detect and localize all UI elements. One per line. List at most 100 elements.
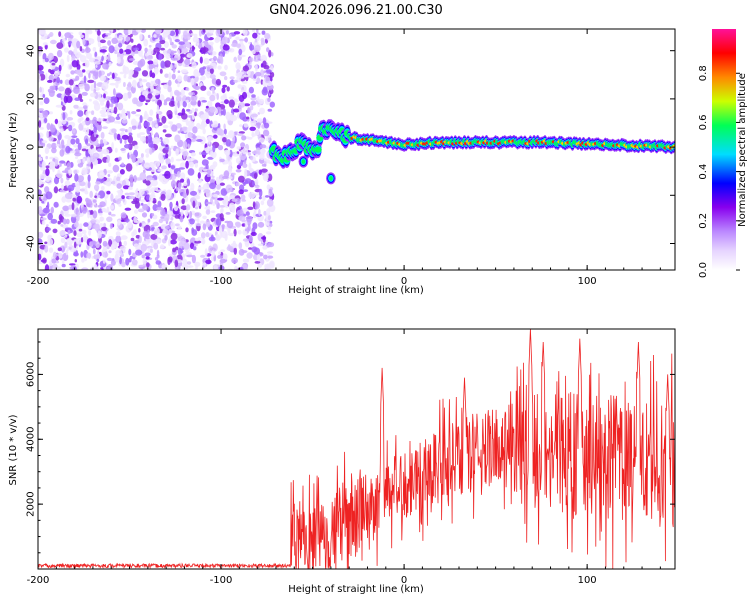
noise-speck [90,123,93,130]
noise-speck [190,75,195,79]
noise-speck [194,240,202,244]
noise-speck [124,144,131,149]
noise-speck [201,100,207,103]
noise-speck [138,235,142,244]
noise-speck [78,223,83,228]
noise-speck [176,114,181,119]
noise-speck [180,205,188,211]
noise-speck [224,64,228,71]
noise-speck [239,38,245,42]
noise-speck [247,206,254,210]
noise-speck [174,39,180,43]
noise-speck [145,82,151,88]
noise-speck [61,259,65,265]
noise-speck [78,228,83,232]
noise-speck [145,53,149,57]
noise-speck [267,97,271,102]
noise-speck [44,264,50,270]
noise-speck [62,205,70,212]
noise-speck [153,160,161,168]
noise-speck [267,173,273,182]
noise-speck [74,148,80,155]
noise-speck [106,245,110,250]
noise-speck [61,196,67,203]
noise-speck [270,71,275,78]
noise-speck [76,214,80,222]
signal-blob [301,159,306,164]
noise-speck [132,61,139,65]
noise-speck [180,209,184,217]
noise-speck [215,217,222,226]
noise-speck [41,200,45,204]
noise-speck [177,100,180,109]
noise-speck [218,205,226,208]
noise-speck [82,38,86,46]
noise-speck [250,96,257,101]
noise-speck [247,107,251,114]
noise-speck [45,191,53,200]
noise-speck [178,167,185,170]
noise-speck [221,224,225,232]
noise-speck [236,133,244,137]
noise-speck [65,145,71,154]
snr-frame [37,328,676,570]
noise-speck [162,125,169,129]
noise-speck [102,126,108,129]
noise-speck [248,41,251,45]
noise-speck [89,155,96,163]
noise-speck [48,247,54,253]
noise-speck [101,45,108,50]
noise-speck [129,180,134,188]
noise-speck [139,222,142,227]
noise-speck [153,34,157,38]
noise-speck [82,127,88,132]
noise-speck [141,79,147,83]
noise-speck [94,204,98,208]
x-tick-label: 100 [578,276,597,287]
noise-speck [107,174,111,177]
noise-speck [177,112,183,116]
noise-speck [110,29,114,34]
noise-speck [56,49,63,58]
noise-speck [123,74,127,79]
noise-speck [86,156,91,163]
noise-speck [101,29,108,32]
noise-speck [220,230,228,239]
noise-speck [192,36,199,43]
noise-speck [106,73,111,77]
noise-speck [205,118,210,124]
noise-speck [238,131,245,134]
noise-speck [94,223,100,232]
noise-speck [169,37,172,44]
noise-speck [67,184,75,192]
snr-content [38,329,675,569]
noise-speck [242,81,248,84]
noise-speck [85,138,89,145]
noise-speck [168,79,172,87]
noise-speck [195,264,198,270]
noise-speck [139,33,143,41]
noise-speck [235,157,241,164]
noise-speck [175,223,180,227]
y-tick-label: -40 [26,235,37,251]
noise-speck [255,54,261,59]
noise-speck [185,204,191,211]
noise-speck [168,100,176,107]
noise-speck [135,234,141,239]
noise-speck [244,178,252,184]
noise-speck [118,42,123,48]
noise-speck [204,248,208,257]
noise-speck [222,50,225,58]
noise-speck [45,165,50,169]
noise-speck [65,218,70,225]
noise-speck [51,62,56,66]
noise-speck [97,124,102,132]
noise-speck [92,199,97,203]
noise-speck [98,70,102,78]
noise-speck [189,157,195,161]
noise-speck [258,169,262,175]
noise-speck [177,75,183,82]
noise-speck [260,168,268,173]
noise-speck [38,231,44,239]
noise-speck [117,56,121,64]
